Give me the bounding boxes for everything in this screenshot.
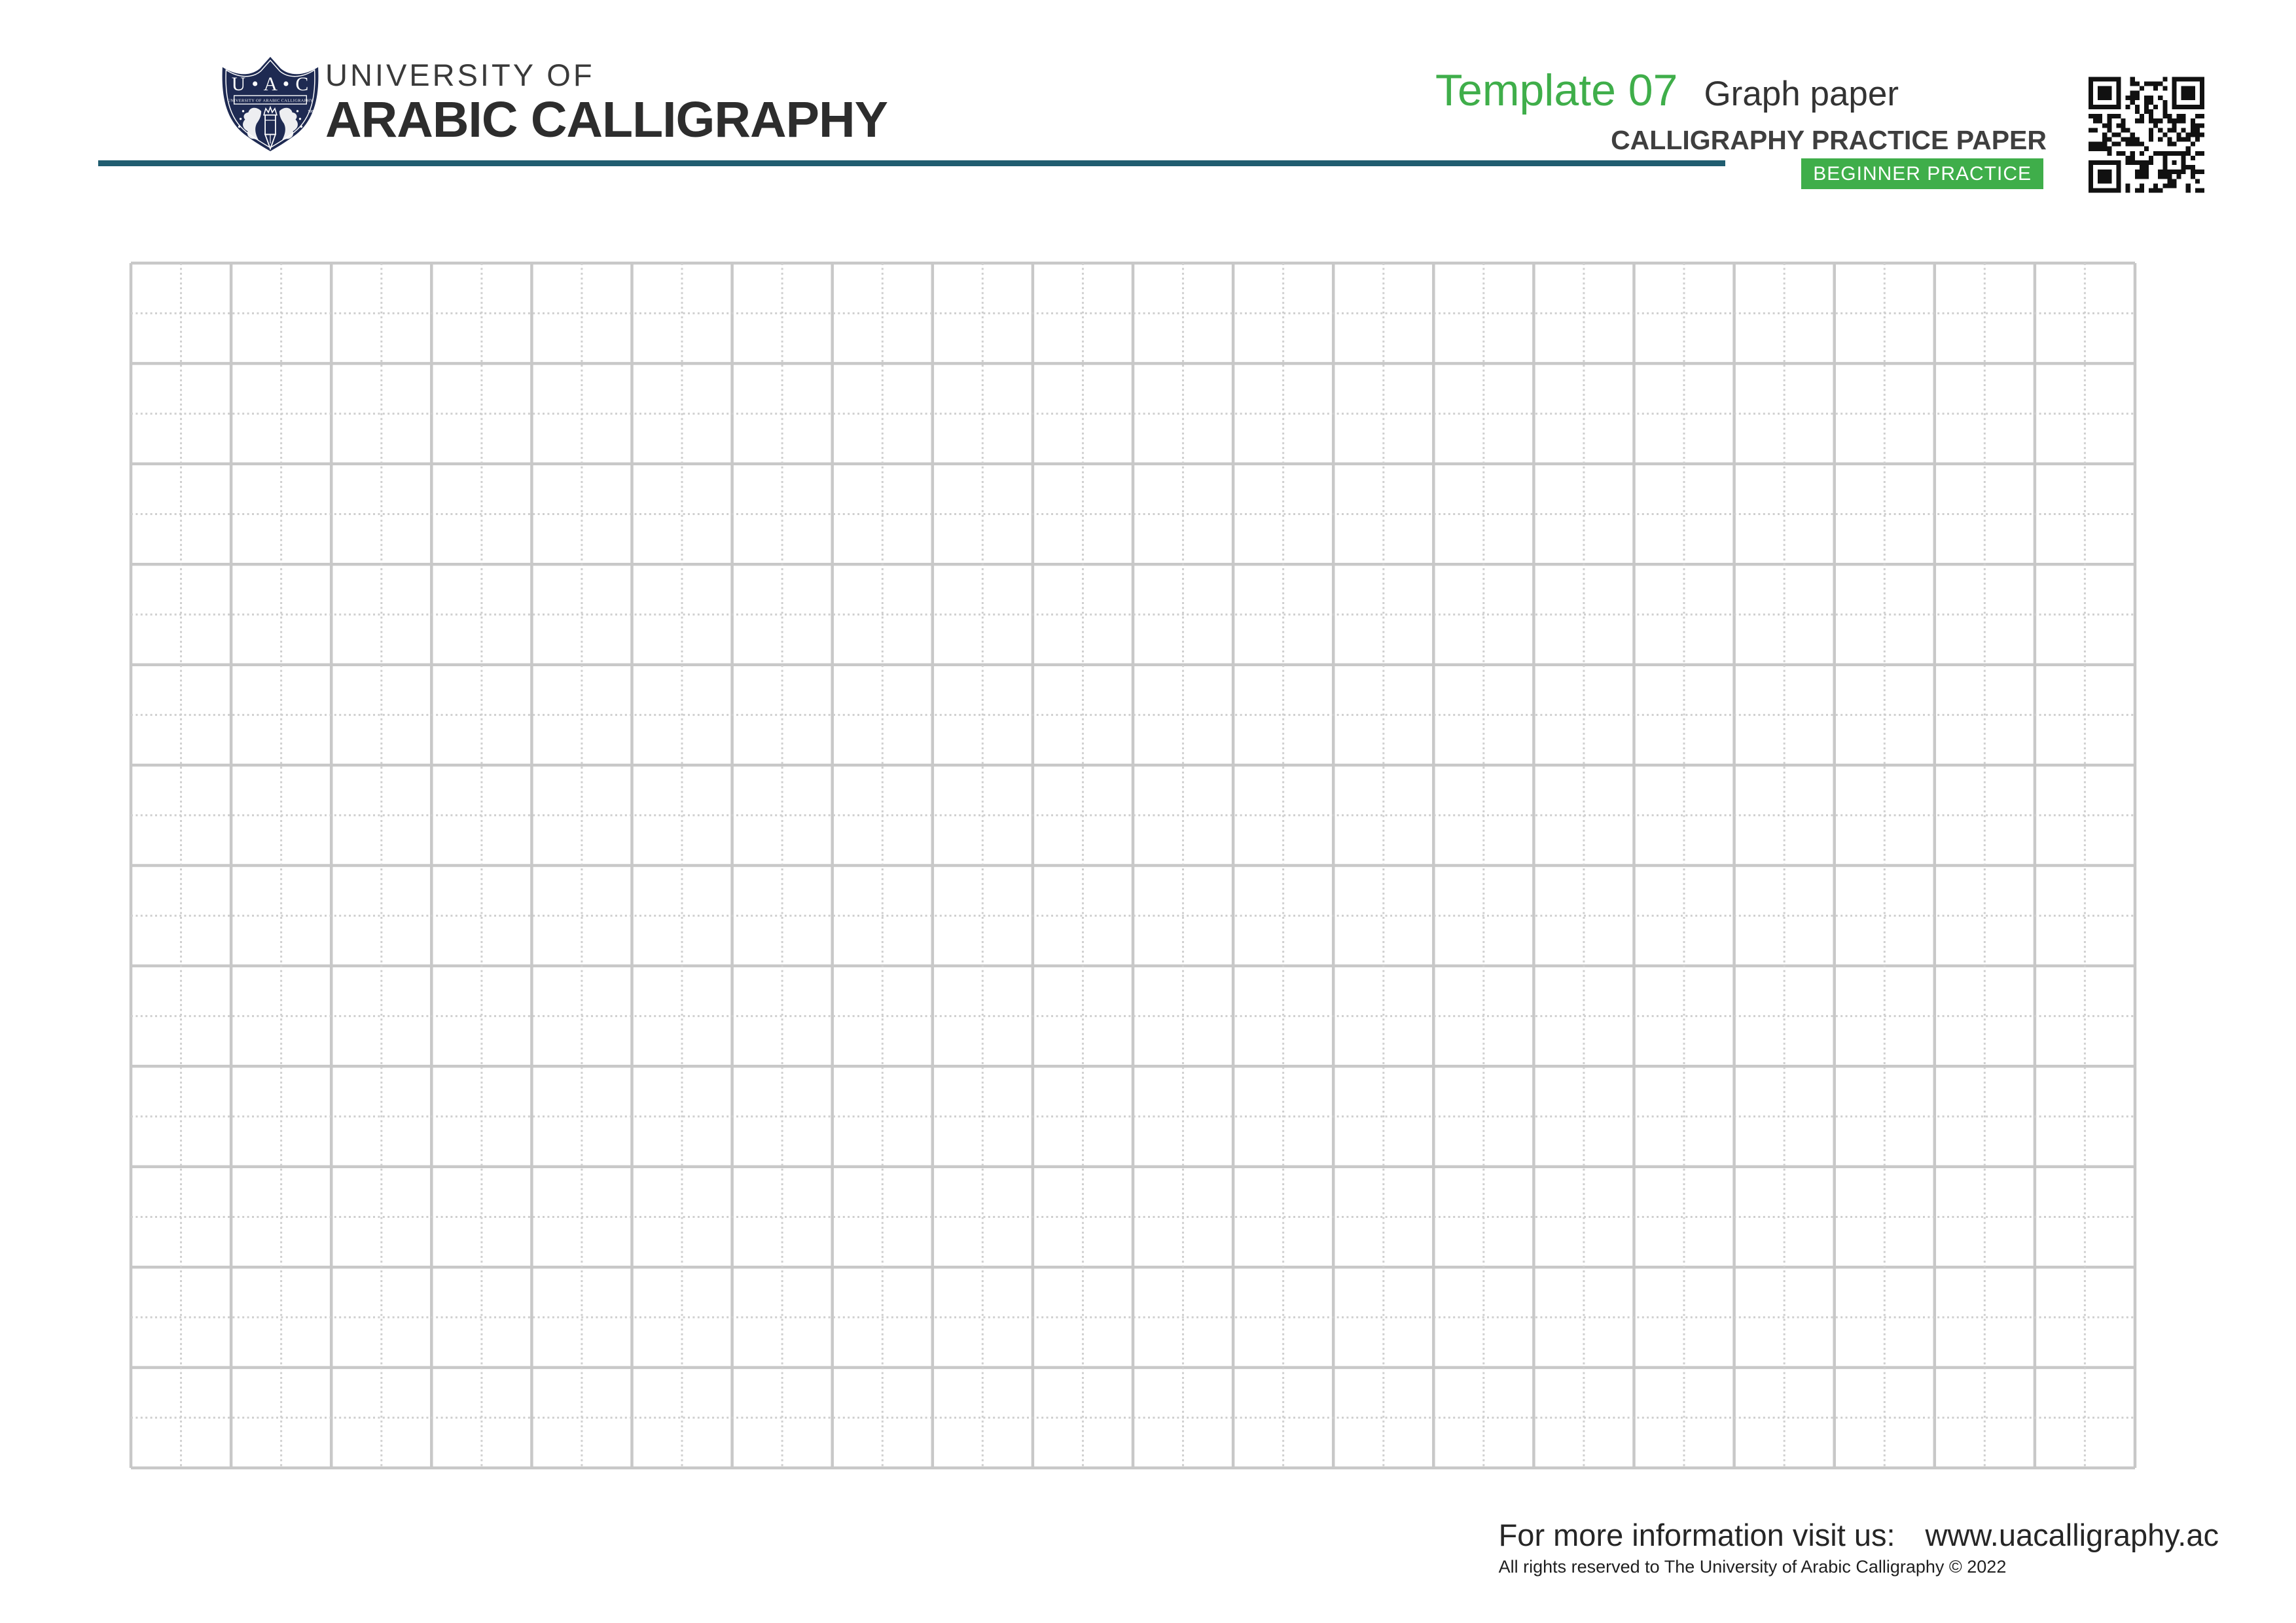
crest-crown xyxy=(263,105,278,116)
footer-copyright: All rights reserved to The University of… xyxy=(1498,1556,2007,1577)
level-badge-label: BEGINNER PRACTICE xyxy=(1813,162,2032,185)
crest-year: 1984 xyxy=(308,110,315,114)
university-crest-icon: U • A • C UNIVERSITY OF ARABIC CALLIGRAP… xyxy=(222,56,319,152)
qr-code xyxy=(2089,77,2204,193)
page-footer: For more information visit us: www.uacal… xyxy=(1499,1518,2219,1577)
practice-grid xyxy=(129,261,2137,1470)
university-wordmark-line1: UNIVERSITY OF xyxy=(325,58,595,92)
header-divider-rule xyxy=(98,160,1725,166)
university-wordmark: UNIVERSITY OF ARABIC CALLIGRAPHY xyxy=(325,59,888,147)
crest-abbrev: U • A • C xyxy=(232,74,310,95)
crest-stars xyxy=(238,110,303,128)
crest-horse-right xyxy=(279,107,298,141)
footer-info-label: For more information visit us: xyxy=(1498,1518,1895,1552)
university-wordmark-line2: ARABIC CALLIGRAPHY xyxy=(325,92,888,149)
crest-horse-left xyxy=(243,107,262,141)
footer-info-line: For more information visit us: www.uacal… xyxy=(1499,1518,2219,1552)
level-badge: BEGINNER PRACTICE xyxy=(1801,158,2043,189)
crest-banner-text: UNIVERSITY OF ARABIC CALLIGRAPHY xyxy=(227,99,313,103)
footer-website-url: www.uacalligraphy.ac xyxy=(1925,1518,2219,1552)
template-title-row: Template 07 Graph paper xyxy=(1435,68,1899,113)
template-type: Graph paper xyxy=(1704,75,1899,113)
paper-subtitle: CALLIGRAPHY PRACTICE PAPER xyxy=(1611,125,2047,155)
template-number: Template 07 xyxy=(1435,65,1678,115)
